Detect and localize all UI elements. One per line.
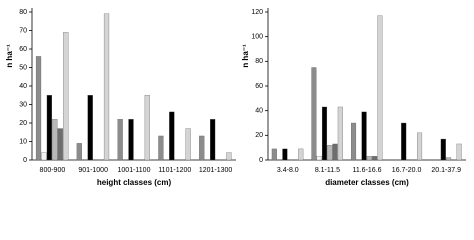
bar: [321, 106, 328, 161]
chart: 0 10 20 30 40 50 60 70 80 800-900 901-1000 1001-110…: [5, 8, 466, 187]
x-tick-label: 8.1-11.5: [315, 167, 340, 174]
bar: [311, 67, 317, 161]
bar: [103, 13, 110, 161]
bar: [169, 111, 175, 161]
y-tick-label: 20: [255, 132, 263, 139]
bar: [316, 156, 322, 161]
bar: [446, 157, 452, 161]
bar: [144, 95, 150, 161]
y-tick-label: 0: [23, 157, 27, 164]
bar: [327, 145, 333, 161]
bar: [63, 32, 69, 161]
bar: [440, 138, 446, 161]
bar: [46, 95, 53, 161]
bar: [332, 143, 338, 161]
bar: [52, 119, 58, 161]
x-axis-label: diameter classes (cm): [325, 178, 409, 187]
x-tick-label: 800-900: [40, 167, 66, 174]
bar: [87, 95, 93, 161]
x-tick-label: 11.6-16.6: [352, 167, 381, 174]
bar: [226, 152, 232, 161]
x-axis-label: height classes (cm): [97, 178, 172, 187]
bar: [372, 156, 378, 161]
x-tick-label: 1101-1200: [158, 167, 191, 174]
y-axis-label: n ha⁻¹: [5, 44, 14, 68]
y-tick-label: 30: [19, 101, 27, 108]
bar: [361, 111, 367, 161]
y-tick-label: 100: [251, 34, 263, 41]
y-tick-label: 50: [19, 64, 27, 71]
bar: [271, 148, 277, 161]
bar: [128, 119, 134, 161]
y-tick-label: 10: [19, 138, 27, 145]
y-tick-label: 70: [19, 27, 27, 34]
bar: [298, 148, 304, 161]
bar: [185, 128, 191, 161]
bar: [210, 119, 216, 161]
x-tick-label: 1001-1100: [118, 167, 151, 174]
x-tick-label: 16.7-20.0: [392, 167, 422, 174]
y-tick-label: 80: [19, 9, 27, 16]
y-tick-label: 60: [255, 83, 263, 90]
y-tick-label: 40: [255, 108, 263, 115]
y-tick-label: 0: [259, 157, 263, 164]
bar: [366, 156, 372, 161]
bar: [199, 135, 205, 161]
bar: [76, 143, 82, 161]
x-tick-label: 20.1-37.9: [431, 167, 461, 174]
bar: [456, 143, 462, 161]
y-tick-label: 80: [255, 58, 263, 65]
bar: [377, 15, 383, 161]
bar: [282, 148, 288, 161]
x-tick-label: 1201-1300: [199, 167, 233, 174]
x-tick-label: 3.4-8.0: [277, 167, 299, 174]
bar: [351, 122, 357, 161]
x-tick-label: 901-1000: [78, 167, 108, 174]
bar: [35, 56, 42, 161]
y-axis-label: n ha⁻¹: [241, 44, 250, 68]
y-tick-label: 60: [19, 46, 27, 53]
bar: [41, 152, 47, 161]
y-tick-label: 40: [19, 83, 27, 90]
bar: [401, 122, 407, 161]
bar: [417, 132, 423, 161]
y-tick-label: 20: [19, 120, 27, 127]
bar: [57, 128, 63, 161]
bar: [158, 135, 164, 161]
bar: [337, 106, 343, 161]
y-tick-label: 120: [251, 9, 263, 16]
bar: [117, 119, 123, 161]
